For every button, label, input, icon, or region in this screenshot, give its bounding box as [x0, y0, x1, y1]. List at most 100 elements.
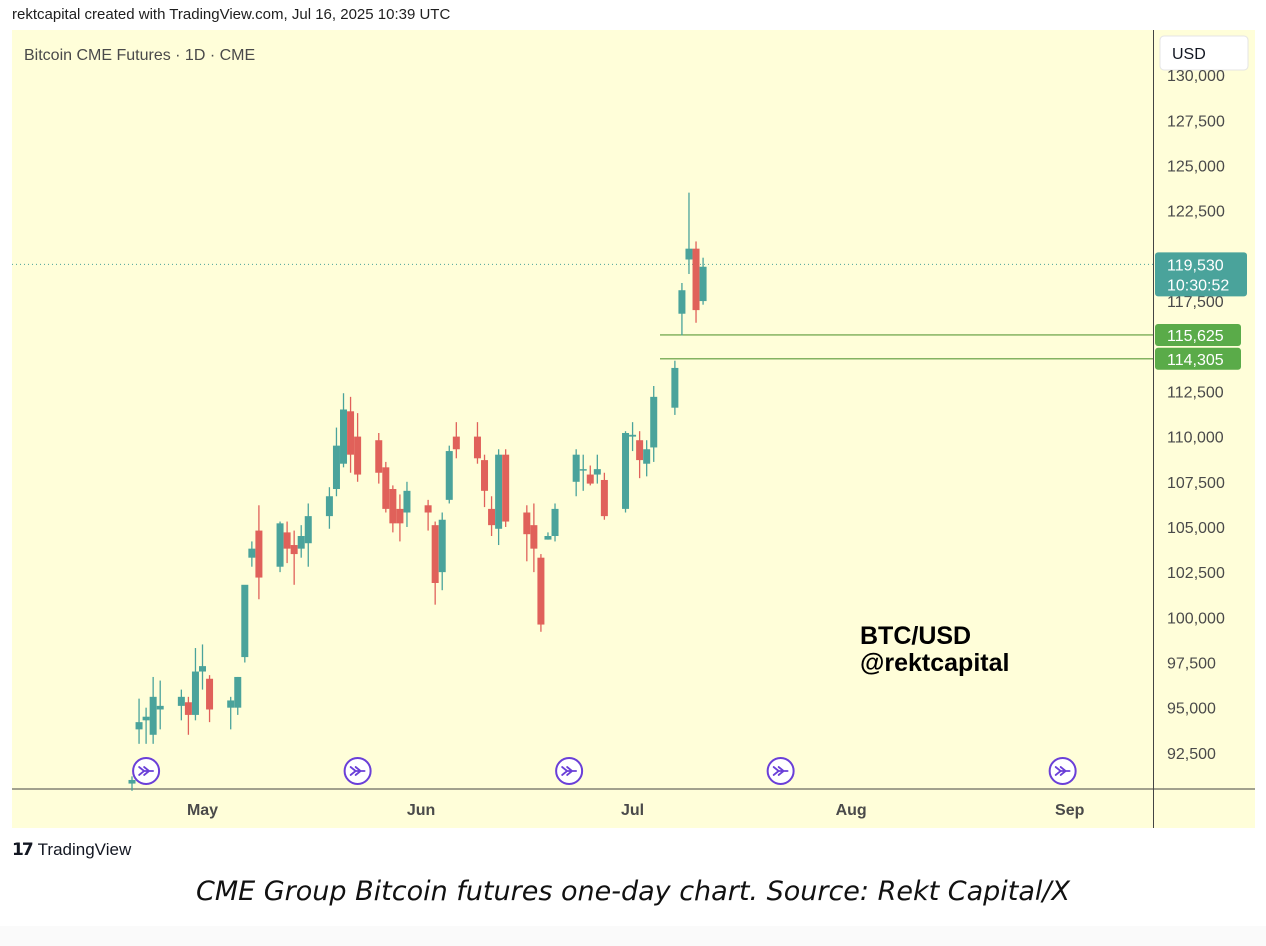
candle: [347, 396, 355, 473]
candle: [156, 680, 164, 730]
candle-body: [537, 557, 545, 625]
candle: [191, 648, 199, 721]
event-marker-icon[interactable]: [132, 757, 161, 785]
event-marker-icon[interactable]: [343, 757, 372, 785]
candle-body: [600, 479, 608, 517]
candle-body: [502, 454, 510, 522]
tradingview-logo[interactable]: 17 TradingView: [12, 840, 131, 860]
candle-body: [304, 516, 312, 544]
event-marker-arrow: [772, 766, 789, 776]
candle-body: [678, 290, 686, 314]
time-axis-labels: May Jun Jul Aug Sep: [187, 802, 1085, 819]
candle: [699, 257, 707, 305]
price-tick-label: 110,000: [1167, 430, 1224, 447]
time-axis-label: May: [187, 802, 218, 819]
candle-body: [375, 440, 383, 473]
candle: [403, 481, 411, 527]
candle-body: [424, 505, 432, 513]
event-marker-icon[interactable]: [555, 757, 584, 785]
candle-body: [396, 508, 404, 524]
candle-body: [481, 460, 489, 491]
candle: [629, 422, 637, 452]
candle: [276, 521, 284, 573]
candle-body: [248, 548, 256, 558]
candle: [544, 532, 552, 540]
candle: [184, 696, 192, 735]
candle-body: [544, 536, 552, 540]
currency-label: USD: [1172, 46, 1206, 63]
tradingview-logo-icon: 17: [12, 840, 34, 860]
candle-body: [403, 490, 411, 513]
price-tick-label: 125,000: [1167, 159, 1225, 176]
last-price-label: 119,530 10:30:52: [1155, 252, 1247, 297]
candle-body: [438, 519, 446, 573]
candle: [128, 776, 136, 791]
candle: [473, 422, 481, 464]
candle: [227, 696, 235, 730]
candle: [255, 505, 263, 600]
candle-body: [636, 440, 644, 461]
candle-body: [473, 436, 481, 459]
candle-body: [495, 454, 503, 529]
candle-body: [276, 523, 284, 567]
candle-body: [332, 445, 340, 490]
candle: [149, 676, 157, 744]
candle: [396, 494, 404, 542]
candle: [332, 427, 340, 497]
candle-body: [586, 474, 594, 484]
candle: [452, 422, 460, 459]
candle: [304, 503, 312, 567]
candle-body: [297, 536, 305, 549]
candle: [424, 499, 432, 531]
candle: [177, 689, 185, 721]
candle: [685, 192, 693, 274]
candle: [523, 505, 531, 562]
level-label-box: [1155, 323, 1241, 346]
candle: [199, 644, 207, 690]
candle-body: [156, 705, 164, 710]
candle-body: [572, 454, 580, 482]
candle: [572, 449, 580, 497]
candle: [431, 521, 439, 605]
candle-body: [234, 676, 242, 708]
chart-header: rektcapital created with TradingView.com…: [12, 6, 451, 23]
event-marker-arrow: [138, 766, 155, 776]
candle-body: [622, 432, 630, 509]
candle: [142, 707, 150, 744]
candle-body: [692, 248, 700, 311]
time-axis-label: Sep: [1055, 802, 1085, 819]
candle: [643, 440, 651, 477]
candlestick-chart[interactable]: Bitcoin CME Futures · 1D · CME USD 92,50…: [12, 30, 1255, 828]
event-marker-icon[interactable]: [1048, 757, 1077, 785]
price-tick-label: 107,500: [1167, 475, 1225, 492]
candle: [206, 675, 214, 723]
candle-body: [325, 496, 333, 517]
currency-box[interactable]: USD: [1159, 35, 1249, 71]
price-tick-label: 95,000: [1167, 701, 1216, 718]
candle: [248, 541, 256, 567]
chart-svg[interactable]: Bitcoin CME Futures · 1D · CME USD 92,50…: [12, 30, 1255, 828]
event-markers: [132, 757, 1077, 785]
candle: [241, 584, 249, 663]
last-price-value: 119,530: [1167, 257, 1224, 274]
candle-body: [671, 367, 679, 408]
candle-body: [135, 722, 143, 730]
price-tick-label: 130,000: [1167, 68, 1225, 85]
candle-body: [685, 248, 693, 260]
tradingview-logo-text: TradingView: [37, 840, 132, 859]
candle-body: [650, 396, 658, 448]
candle-body: [199, 666, 207, 672]
time-axis-label: Jul: [621, 802, 644, 819]
price-tick-label: 122,500: [1167, 204, 1225, 221]
price-tick-label: 105,000: [1167, 520, 1225, 537]
candle: [586, 465, 594, 486]
candle-body: [431, 525, 439, 583]
candle: [375, 432, 383, 484]
candle-body: [206, 678, 214, 710]
candle: [234, 676, 242, 715]
event-marker-icon[interactable]: [766, 757, 795, 785]
time-axis-label: Aug: [836, 802, 867, 819]
candle: [530, 503, 538, 573]
candles: [128, 192, 707, 791]
level-label-box: [1155, 347, 1241, 370]
